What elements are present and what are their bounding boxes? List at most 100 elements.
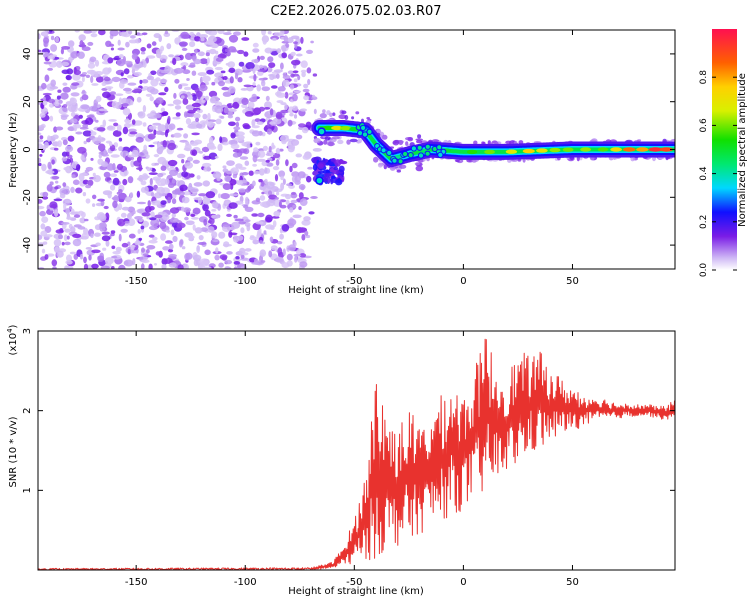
noise-speckle (59, 192, 66, 199)
noise-speckle (38, 234, 43, 241)
ridge-halo (671, 138, 675, 142)
ridge-halo (337, 139, 344, 145)
ridge-halo (313, 137, 321, 144)
noise-speckle (98, 108, 107, 112)
colorbar-tick-label: 0.4 (699, 166, 709, 181)
noise-speckle (230, 167, 239, 175)
noise-speckle (263, 66, 268, 70)
noise-speckle (148, 225, 158, 231)
noise-speckle (160, 165, 167, 171)
noise-speckle (162, 246, 170, 251)
noise-speckle (98, 30, 106, 36)
noise-speckle (87, 179, 94, 186)
noise-speckle (192, 254, 202, 262)
noise-speckle (83, 263, 89, 269)
noise-speckle (276, 191, 280, 196)
noise-speckle (57, 140, 62, 148)
noise-speckle (301, 126, 309, 134)
noise-speckle (252, 180, 256, 187)
noise-speckle (90, 75, 94, 83)
noise-speckle (211, 201, 219, 209)
noise-speckle (202, 113, 208, 120)
noise-speckle (62, 104, 68, 108)
noise-speckle (159, 221, 167, 230)
noise-speckle (238, 61, 245, 67)
noise-speckle (247, 101, 255, 109)
noise-speckle (265, 224, 275, 230)
y-tick-label: -40 (22, 237, 33, 253)
noise-speckle (298, 206, 302, 211)
noise-speckle (50, 44, 58, 52)
ridge-halo (344, 115, 349, 120)
ridge-peak (331, 125, 343, 131)
noise-speckle (274, 174, 279, 182)
colorbar-gradient (712, 29, 737, 270)
x-tick: -50 (346, 30, 362, 287)
noise-speckle (299, 253, 307, 258)
noise-speckle (246, 143, 251, 149)
noise-speckle (39, 112, 46, 118)
noise-speckle (228, 230, 233, 238)
noise-speckle (155, 178, 161, 185)
noise-speckle (306, 67, 312, 74)
noise-speckle (52, 266, 57, 269)
noise-speckle (267, 31, 272, 35)
noise-speckle (41, 248, 46, 254)
noise-speckle (43, 61, 52, 65)
noise-speckle (59, 228, 64, 233)
noise-speckle (254, 58, 259, 64)
ridge-halo (407, 137, 414, 142)
noise-speckle (242, 123, 250, 129)
noise-speckle (232, 173, 238, 179)
noise-speckle (275, 256, 284, 263)
noise-speckle (289, 84, 295, 90)
noise-speckle (285, 199, 290, 205)
noise-speckle (66, 235, 70, 240)
chart-title: C2E2.2026.075.02.03.R07 (270, 4, 441, 19)
noise-speckle (130, 160, 135, 168)
noise-speckle (83, 30, 92, 34)
noise-speckle (158, 92, 167, 96)
noise-speckle (222, 183, 232, 191)
noise-speckle (122, 103, 129, 107)
noise-speckle (280, 135, 289, 143)
noise-speckle (205, 40, 214, 45)
noise-speckle (113, 195, 119, 203)
noise-speckle (252, 163, 257, 167)
noise-speckle (112, 130, 122, 137)
noise-speckle (220, 193, 230, 200)
noise-speckle (190, 213, 196, 217)
noise-speckle (166, 43, 172, 50)
noise-speckle (290, 73, 295, 78)
noise-speckle (83, 140, 87, 145)
noise-speckle (156, 51, 162, 59)
x-tick-label: -50 (346, 276, 362, 287)
noise-speckle (279, 30, 285, 36)
noise-speckle (227, 110, 233, 117)
noise-speckle (287, 119, 293, 127)
noise-speckle (244, 222, 251, 228)
noise-speckle (224, 175, 232, 182)
x-tick: -100 (234, 331, 257, 588)
noise-speckle (280, 62, 284, 70)
noise-speckle (152, 236, 158, 241)
snr-x-ticks: -150 -100 -50 0 50 (125, 331, 579, 588)
ridge-dot (317, 127, 326, 136)
noise-speckle (262, 37, 267, 45)
noise-speckle (79, 217, 86, 224)
noise-speckle (221, 86, 229, 91)
noise-speckle (200, 36, 205, 42)
noise-speckle (141, 259, 150, 264)
noise-speckle (116, 59, 126, 67)
noise-speckle (208, 145, 217, 150)
ridge-peak (340, 126, 352, 131)
noise-speckle (75, 80, 84, 88)
noise-speckle (160, 107, 166, 113)
noise-speckle (177, 264, 184, 269)
noise-speckle (258, 179, 263, 183)
noise-speckle (61, 222, 70, 225)
noise-speckle (240, 266, 247, 269)
noise-speckle (233, 261, 240, 265)
noise-speckle (160, 70, 170, 74)
noise-speckle (171, 213, 176, 218)
